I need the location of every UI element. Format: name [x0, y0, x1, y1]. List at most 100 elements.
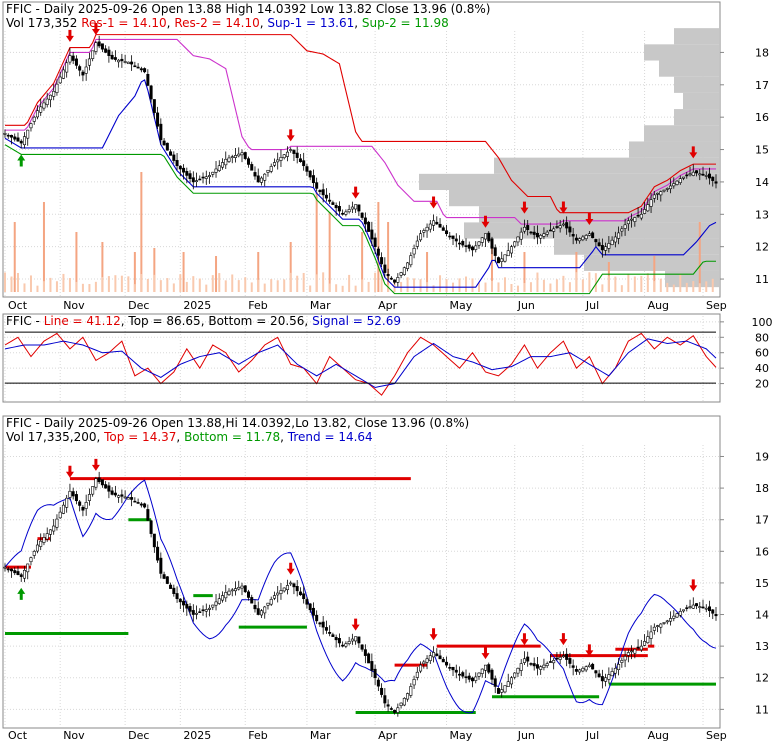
- candle-body: [584, 666, 588, 671]
- volume-bar: [387, 222, 390, 292]
- bands-sep-0: ,: [96, 430, 104, 444]
- candle-body: [571, 665, 575, 668]
- y-tick-label: 18: [755, 46, 769, 59]
- candle-body: [178, 165, 182, 170]
- resistance-line-short: [5, 38, 716, 225]
- volume-bar: [192, 276, 195, 292]
- candle-body: [389, 708, 393, 710]
- res1-sep: ,: [167, 16, 171, 30]
- candle-body: [35, 110, 39, 118]
- candle-body: [646, 204, 650, 212]
- candle-body: [250, 164, 254, 171]
- candle-body: [552, 228, 556, 232]
- stochastic-lines: [4, 331, 717, 396]
- candle-body: [464, 676, 468, 679]
- candle-body: [393, 279, 397, 283]
- bands-header-line2: Vol 17,335,200, Top = 14.37, Bottom = 11…: [6, 430, 373, 444]
- candle-body: [289, 582, 293, 585]
- stochastic-y-axis: 20 40 60 80 100: [720, 316, 773, 391]
- candle-body: [292, 150, 296, 154]
- candle-body: [376, 679, 380, 687]
- candle-body: [451, 235, 455, 239]
- volume-bar: [348, 274, 351, 292]
- volume-bar: [705, 281, 708, 292]
- candle-body: [402, 697, 406, 706]
- candle-body: [532, 231, 536, 235]
- volume-bar: [471, 278, 474, 292]
- candle-body: [81, 71, 85, 76]
- stoch-sep-2: ,: [201, 314, 205, 328]
- candle-body: [19, 574, 23, 577]
- candle-body: [117, 495, 121, 498]
- bands-x-axis: Oct Nov Dec 2025 Feb Mar Apr May Jun Jul Aug Sep: [8, 729, 727, 742]
- candle-body: [535, 664, 539, 669]
- candle-body: [393, 709, 397, 713]
- volume-bar: [387, 284, 390, 292]
- volume-profile-bar: [584, 254, 719, 271]
- candle-body: [104, 484, 108, 489]
- candle-body: [581, 667, 585, 672]
- candle-body: [691, 171, 695, 176]
- candle-body: [45, 98, 49, 105]
- candle-body: [477, 241, 481, 246]
- candle-body: [480, 237, 484, 243]
- candle-body: [162, 140, 166, 146]
- candle-body: [548, 661, 552, 663]
- y-tick-label: 11: [755, 703, 769, 716]
- candle-body: [42, 102, 46, 109]
- candle-body: [146, 73, 150, 86]
- candle-body: [237, 153, 241, 157]
- candle-body: [344, 643, 348, 647]
- volume-bar: [205, 284, 208, 292]
- candle-body: [578, 669, 582, 673]
- stoch-sep-1: ,: [121, 314, 125, 328]
- candle-body: [471, 677, 475, 682]
- bands-panel-frame: [2, 415, 721, 729]
- candle-body: [402, 267, 406, 275]
- volume-bar: [302, 272, 305, 292]
- candle-body: [516, 236, 520, 243]
- candle-body: [221, 595, 225, 601]
- volume-bar: [555, 279, 558, 292]
- candle-body: [649, 199, 653, 207]
- volume-profile-bar: [644, 44, 719, 61]
- volume-bar: [711, 278, 714, 292]
- candle-body: [445, 230, 449, 235]
- bands-ticker: FFIC: [6, 416, 32, 430]
- candle-body: [26, 563, 30, 573]
- candle-body: [234, 155, 238, 158]
- volume-bar: [458, 278, 461, 292]
- candle-body: [672, 615, 676, 619]
- volume-bar: [328, 212, 331, 292]
- candle-body: [685, 174, 689, 177]
- candle-body: [636, 214, 640, 217]
- candle-body: [224, 592, 228, 599]
- candle-body: [188, 173, 192, 179]
- y-tick-label: 60: [755, 347, 769, 360]
- volume-bar: [653, 281, 656, 292]
- x-tick-label: Oct: [8, 299, 28, 312]
- sell-arrow: [585, 212, 594, 225]
- stoch-sep-0: -: [32, 314, 44, 328]
- candle-body: [113, 492, 117, 496]
- res2-label: Res-2 = 14.10: [174, 16, 259, 30]
- sell-arrow: [286, 562, 295, 575]
- candle-body: [68, 490, 72, 498]
- candle-body: [714, 181, 718, 184]
- volume-bar: [42, 281, 45, 292]
- candle-body: [165, 576, 169, 584]
- candle-body: [558, 225, 562, 229]
- candle-body: [344, 211, 348, 215]
- candle-body: [643, 641, 647, 646]
- x-tick-label: Mar: [310, 299, 331, 312]
- candle-body: [607, 674, 611, 680]
- candle-body: [487, 664, 491, 673]
- y-tick-label: 12: [755, 241, 769, 254]
- volume-bar: [101, 242, 104, 292]
- candle-body: [188, 606, 192, 612]
- candle-body: [396, 707, 400, 713]
- candle-body: [448, 235, 452, 238]
- x-tick-label: Nov: [63, 729, 85, 742]
- candle-body: [441, 227, 445, 231]
